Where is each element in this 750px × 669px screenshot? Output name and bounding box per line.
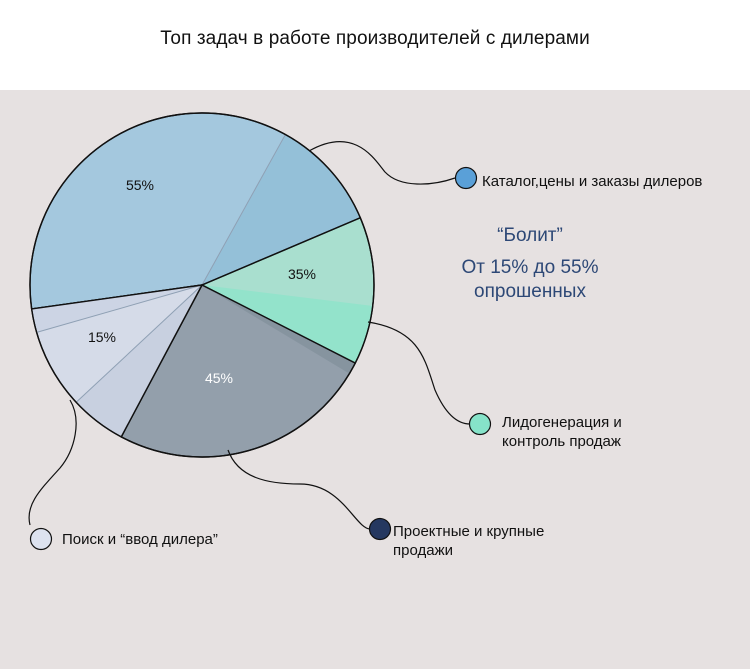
legend-marker-projects (368, 517, 392, 541)
legend-label-projects-line1: Проектные и крупные (393, 523, 545, 540)
legend-label-catalog: Каталог,цены и заказы дилеров (482, 172, 702, 191)
legend-connectors (28, 141, 471, 530)
chart-title: Топ задач в работе производителей с диле… (160, 28, 590, 49)
legend-label-search: Поиск и “ввод дилера” (62, 530, 218, 549)
legend-label-leads-line2: контроль продаж (502, 433, 621, 450)
legend-label-projects: Проектные и крупные продажи (393, 522, 544, 560)
pie-slice-projects-segment-1 (202, 285, 355, 374)
pie-slice-border-4 (120, 284, 203, 438)
legend-label-projects-line2: продажи (393, 542, 453, 559)
legend-connector-projects (227, 449, 371, 530)
pie-slice-search-divider-2 (36, 284, 203, 333)
pie-slice-border-2 (201, 217, 361, 286)
slice-label-projects: 45% (205, 370, 233, 386)
pie-slice-search-segment-1 (76, 285, 202, 437)
pie-slice-search-divider-1 (75, 284, 203, 403)
pie-slice-leads-segment-1 (202, 285, 373, 363)
slice-label-leads: 35% (288, 266, 316, 282)
legend-connector-search (28, 399, 77, 526)
legend-label-leads-line1: Лидогенерация и (502, 414, 622, 431)
slice-label-catalog: 55% (126, 177, 154, 193)
pie-slices (29, 112, 375, 458)
note-line-1: “Болит” (497, 225, 563, 246)
legend-marker-catalog (454, 166, 478, 190)
legend-marker-search (29, 527, 53, 551)
pie-slice-catalog-divider-1 (201, 134, 286, 286)
legend-label-catalog-line1: Каталог,цены и заказы дилеров (482, 173, 703, 190)
pie-slice-border-3 (201, 284, 356, 364)
legend-connector-catalog (308, 141, 456, 185)
slice-label-search: 15% (88, 329, 116, 345)
legend-connector-leads (367, 321, 471, 425)
slice-labels: 55% 35% 45% 15% (88, 177, 316, 386)
legend-label-leads: Лидогенерация и контроль продаж (502, 413, 622, 451)
pie-slice-border-1 (31, 284, 203, 310)
note-line-2: От 15% до 55% (461, 257, 599, 278)
legend-label-search-line1: Поиск и “ввод дилера” (62, 531, 218, 548)
legend-markers (29, 166, 492, 551)
pie-rim (29, 112, 375, 458)
legend-marker-leads (468, 412, 492, 436)
pie-slice-catalog-segment-1 (202, 135, 360, 285)
note-line-3: опрошенных (474, 281, 586, 302)
